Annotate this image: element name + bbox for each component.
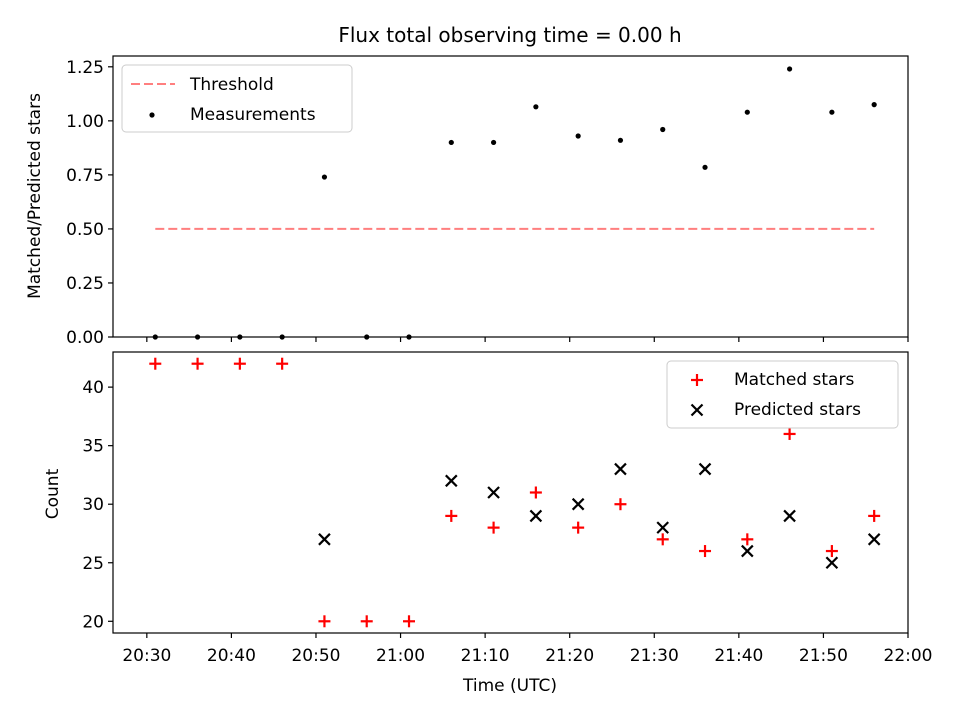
predicted-stars-point <box>783 509 796 523</box>
predicted-stars-point <box>825 556 839 570</box>
measurements-point <box>490 139 497 146</box>
y-tick-label: 25 <box>82 554 104 574</box>
x-tick-label: 22:00 <box>884 646 933 666</box>
matched-stars-point <box>656 533 669 546</box>
predicted-stars-point <box>867 533 881 546</box>
predicted-stars-point <box>698 462 712 476</box>
measurements-point <box>871 102 877 108</box>
x-axis-label: Time (UTC) <box>462 676 557 696</box>
legend-matched-label: Matched stars <box>734 370 854 390</box>
predicted-stars-point <box>487 486 500 499</box>
y-tick-label: 0.25 <box>66 274 104 294</box>
matched-stars-point <box>191 357 204 370</box>
measurements-point <box>702 164 708 170</box>
predicted-stars-point <box>445 474 458 488</box>
measurements-point <box>829 109 835 115</box>
x-tick-label: 21:30 <box>630 646 679 666</box>
bottom-plot-area: 20 25 30 35 40 20:30 20:40 20:50 21:00 21:10 21:20… <box>82 357 933 666</box>
y-tick-label: 1.25 <box>66 58 104 78</box>
legend-threshold-label: Threshold <box>189 75 274 95</box>
matched-stars-point <box>868 509 881 522</box>
y-tick-label: 0.75 <box>66 166 104 186</box>
bottom-legend-box <box>666 360 899 429</box>
predicted-stars-point <box>614 462 627 476</box>
y-tick-label: 0.00 <box>66 328 104 348</box>
measurements-point <box>448 139 454 146</box>
y-tick-label: 20 <box>82 612 104 632</box>
x-tick-label: 20:30 <box>122 646 171 666</box>
y-tick-label: 35 <box>82 437 104 457</box>
bottom-panel-ylabel: Count <box>43 468 63 519</box>
top-legend-box <box>121 64 353 133</box>
top-plot-area: 0.00 0.25 0.50 0.75 1.00 1.25 <box>66 58 909 348</box>
measurements-point <box>617 137 624 143</box>
top-legend: Threshold Measurements <box>121 64 353 133</box>
matched-stars-point <box>529 486 542 499</box>
y-tick-label: 40 <box>82 378 104 398</box>
y-tick-label: 0.50 <box>66 220 104 240</box>
x-tick-label: 21:40 <box>714 646 763 666</box>
matched-stars-point <box>233 357 246 370</box>
measurements-point <box>660 126 666 133</box>
bottom-legend: Matched stars Predicted stars <box>666 360 899 429</box>
predicted-stars-point <box>656 521 670 534</box>
legend-measurements-marker <box>149 112 155 118</box>
x-tick-label: 20:40 <box>207 646 256 666</box>
matched-stars-point <box>276 357 289 370</box>
matched-stars-point <box>783 427 796 440</box>
matched-stars-point <box>487 521 500 534</box>
legend-measurements-label: Measurements <box>190 105 316 125</box>
measurements-point <box>575 133 581 139</box>
top-panel-frame <box>112 55 909 338</box>
matched-stars-point <box>741 533 754 546</box>
x-tick-label: 21:20 <box>545 646 594 666</box>
measurements-point <box>744 109 750 115</box>
matched-stars-point <box>360 615 373 628</box>
matched-stars-point <box>149 357 162 370</box>
predicted-stars-point <box>318 533 331 546</box>
y-tick-label: 1.00 <box>66 112 104 132</box>
legend-predicted-label: Predicted stars <box>734 400 861 420</box>
measurements-point <box>786 66 793 72</box>
legend-predicted-marker <box>690 403 704 417</box>
matched-stars-point <box>699 545 712 558</box>
chart-title: Flux total observing time = 0.00 h <box>338 23 681 47</box>
matched-stars-point <box>614 498 627 511</box>
predicted-stars-point <box>571 497 585 511</box>
top-panel-ylabel: Matched/Predicted stars <box>25 93 45 299</box>
matched-stars-point <box>825 545 838 558</box>
matched-stars-point <box>445 509 458 522</box>
top-panel: Matched/Predicted stars 0.00 0.25 0.50 0.75… <box>25 55 909 348</box>
matched-stars-point <box>572 521 585 534</box>
x-tick-label: 21:00 <box>376 646 425 666</box>
measurements-point <box>533 104 539 110</box>
x-tick-label: 21:50 <box>799 646 848 666</box>
measurements-point <box>321 174 328 180</box>
x-tick-label: 21:10 <box>461 646 510 666</box>
x-tick-label: 20:50 <box>291 646 340 666</box>
bottom-panel-frame <box>112 351 909 634</box>
matched-stars-point <box>318 615 331 628</box>
predicted-stars-point <box>741 544 754 558</box>
predicted-stars-point <box>529 509 543 523</box>
y-tick-label: 30 <box>82 495 104 515</box>
bottom-panel: Count 20 25 30 35 40 20:30 20:40 20:50 21:00 21:1… <box>43 351 933 696</box>
matched-stars-point <box>403 615 416 628</box>
legend-matched-marker <box>691 374 703 386</box>
